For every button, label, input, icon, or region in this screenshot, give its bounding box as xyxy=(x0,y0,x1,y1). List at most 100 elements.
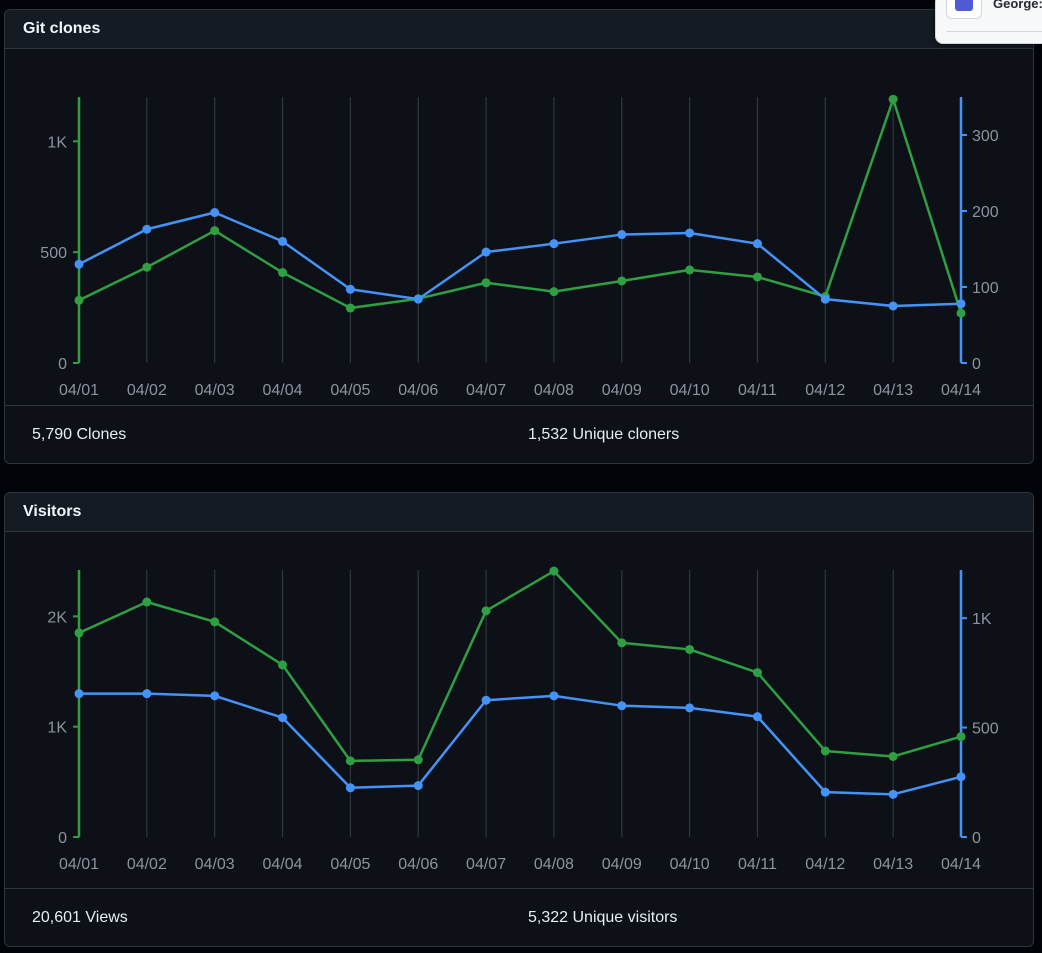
clones-x-tick-label: 04/10 xyxy=(670,382,710,399)
clones-clones-point xyxy=(956,308,966,318)
visitors-views-point xyxy=(210,617,220,627)
clones-right-tick-label: 100 xyxy=(972,280,999,297)
visitors-views-point xyxy=(278,660,288,670)
visitors-unique-visitors-point xyxy=(685,703,695,713)
clones-clones-point xyxy=(481,278,491,288)
visitors-x-tick-label: 04/07 xyxy=(466,856,506,873)
user-popup[interactable]: George: xyxy=(935,0,1042,44)
clones-x-tick-label: 04/03 xyxy=(195,382,235,399)
visitors-x-tick-label: 04/14 xyxy=(941,856,981,873)
git-clones-summary: 5,790 Clones 1,532 Unique cloners xyxy=(5,405,1033,463)
unique-cloners-total: 1,532 Unique cloners xyxy=(528,426,680,443)
visitors-unique-visitors-point xyxy=(617,701,627,711)
clones-unique-cloners-point xyxy=(956,299,966,309)
visitors-unique-visitors-line xyxy=(79,692,962,796)
clones-unique-cloners-point xyxy=(481,247,491,257)
clones-clones-point xyxy=(142,262,152,272)
clones-clones-point xyxy=(345,303,355,313)
clones-clones-point xyxy=(74,295,84,305)
clones-unique-cloners-point xyxy=(752,239,762,249)
clones-unique-cloners-point xyxy=(685,228,695,238)
clones-x-tick-label: 04/12 xyxy=(805,382,845,399)
clones-right-tick-label: 200 xyxy=(972,204,999,221)
visitors-unique-visitors-point xyxy=(820,787,830,797)
visitors-x-tick-label: 04/11 xyxy=(738,856,777,873)
unique-visitors-total: 5,322 Unique visitors xyxy=(528,909,678,926)
visitors-views-point xyxy=(752,668,762,678)
clones-x-tick-label: 04/01 xyxy=(59,382,99,399)
clones-unique-cloners-point xyxy=(888,301,898,311)
visitors-unique-visitors-point xyxy=(752,712,762,722)
visitors-x-tick-label: 04/06 xyxy=(398,856,438,873)
visitors-unique-visitors-point xyxy=(956,772,966,782)
visitors-unique-visitors-point xyxy=(888,789,898,799)
clones-clones-point xyxy=(278,268,288,278)
visitors-views-point xyxy=(549,566,559,576)
popup-divider xyxy=(946,31,1042,32)
visitors-unique-visitors-point xyxy=(549,691,559,701)
clones-x-tick-label: 04/06 xyxy=(398,382,438,399)
visitors-views-point xyxy=(820,746,830,756)
visitors-views-point xyxy=(142,597,152,607)
visitors-panel: Visitors 0 1K 2K 0 500 1K 04/01 04/02 04/03 04/04… xyxy=(4,492,1034,947)
visitors-x-tick-label: 04/04 xyxy=(263,856,303,873)
git-clones-chart: 0 500 1K 0 100 200 300 04/01 04/02 04/03 04/04 04/0… xyxy=(40,94,999,399)
clones-unique-cloners-point xyxy=(278,236,288,246)
visitors-unique-visitors-point xyxy=(210,691,220,701)
views-total: 20,601 Views xyxy=(32,909,128,926)
visitors-views-point xyxy=(617,638,627,648)
clones-left-tick-label: 500 xyxy=(40,245,67,262)
visitors-x-tick-label: 04/02 xyxy=(127,856,167,873)
visitors-right-tick-label: 1K xyxy=(972,611,992,628)
visitors-views-line xyxy=(78,569,962,763)
clones-right-tick-label: 300 xyxy=(972,128,999,145)
visitors-unique-visitors-point xyxy=(74,689,84,699)
visitors-chart: 0 1K 2K 0 500 1K 04/01 04/02 04/03 04/04 04/05 04/0… xyxy=(47,566,999,873)
visitors-right-tick-label: 500 xyxy=(972,721,999,738)
visitors-unique-visitors-point xyxy=(413,781,423,791)
visitors-left-tick-label: 0 xyxy=(58,830,67,847)
clones-clones-point xyxy=(549,287,559,297)
visitors-x-tick-label: 04/10 xyxy=(670,856,710,873)
clones-x-tick-label: 04/09 xyxy=(602,382,642,399)
clones-clones-line xyxy=(78,97,963,314)
clones-total: 5,790 Clones xyxy=(32,426,127,443)
clones-unique-cloners-point xyxy=(820,294,830,304)
visitors-views-point xyxy=(685,644,695,654)
clones-x-tick-label: 04/07 xyxy=(466,382,506,399)
app-icon xyxy=(946,0,982,19)
clones-x-tick-label: 04/02 xyxy=(127,382,167,399)
clones-clones-point xyxy=(617,276,627,286)
visitors-views-point xyxy=(888,751,898,761)
clones-unique-cloners-point xyxy=(549,239,559,249)
clones-right-tick-label: 0 xyxy=(972,356,981,373)
visitors-x-tick-label: 04/08 xyxy=(534,856,574,873)
visitors-left-tick-label: 1K xyxy=(47,720,67,737)
clones-left-tick-label: 0 xyxy=(58,356,67,373)
visitors-unique-visitors-point xyxy=(481,695,491,705)
clones-unique-cloners-point xyxy=(142,224,152,234)
visitors-title: Visitors xyxy=(5,493,1033,532)
clones-x-tick-label: 04/13 xyxy=(873,382,913,399)
git-clones-panel: Git clones 0 500 1K 0 100 200 300 04/01 04/02 04/… xyxy=(4,9,1034,464)
visitors-unique-visitors-point xyxy=(278,713,288,723)
clones-unique-cloners-point xyxy=(210,208,220,218)
visitors-unique-visitors-point xyxy=(142,689,152,699)
visitors-x-tick-label: 04/01 xyxy=(59,856,99,873)
clones-clones-point xyxy=(752,272,762,282)
visitors-views-point xyxy=(413,755,423,765)
visitors-right-tick-label: 0 xyxy=(972,830,981,847)
visitors-x-tick-label: 04/12 xyxy=(805,856,845,873)
visitors-x-tick-label: 04/13 xyxy=(873,856,913,873)
clones-unique-cloners-point xyxy=(413,294,423,304)
clones-clones-point xyxy=(888,94,898,104)
clones-x-tick-label: 04/04 xyxy=(263,382,303,399)
clones-unique-cloners-point xyxy=(345,284,355,294)
clones-clones-point xyxy=(210,226,220,236)
clones-x-tick-label: 04/05 xyxy=(330,382,370,399)
popup-user-name: George: xyxy=(993,0,1042,11)
visitors-x-tick-label: 04/03 xyxy=(195,856,235,873)
visitors-views-point xyxy=(74,628,84,638)
visitors-left-tick-label: 2K xyxy=(47,609,67,626)
visitors-summary: 20,601 Views 5,322 Unique visitors xyxy=(5,888,1033,946)
